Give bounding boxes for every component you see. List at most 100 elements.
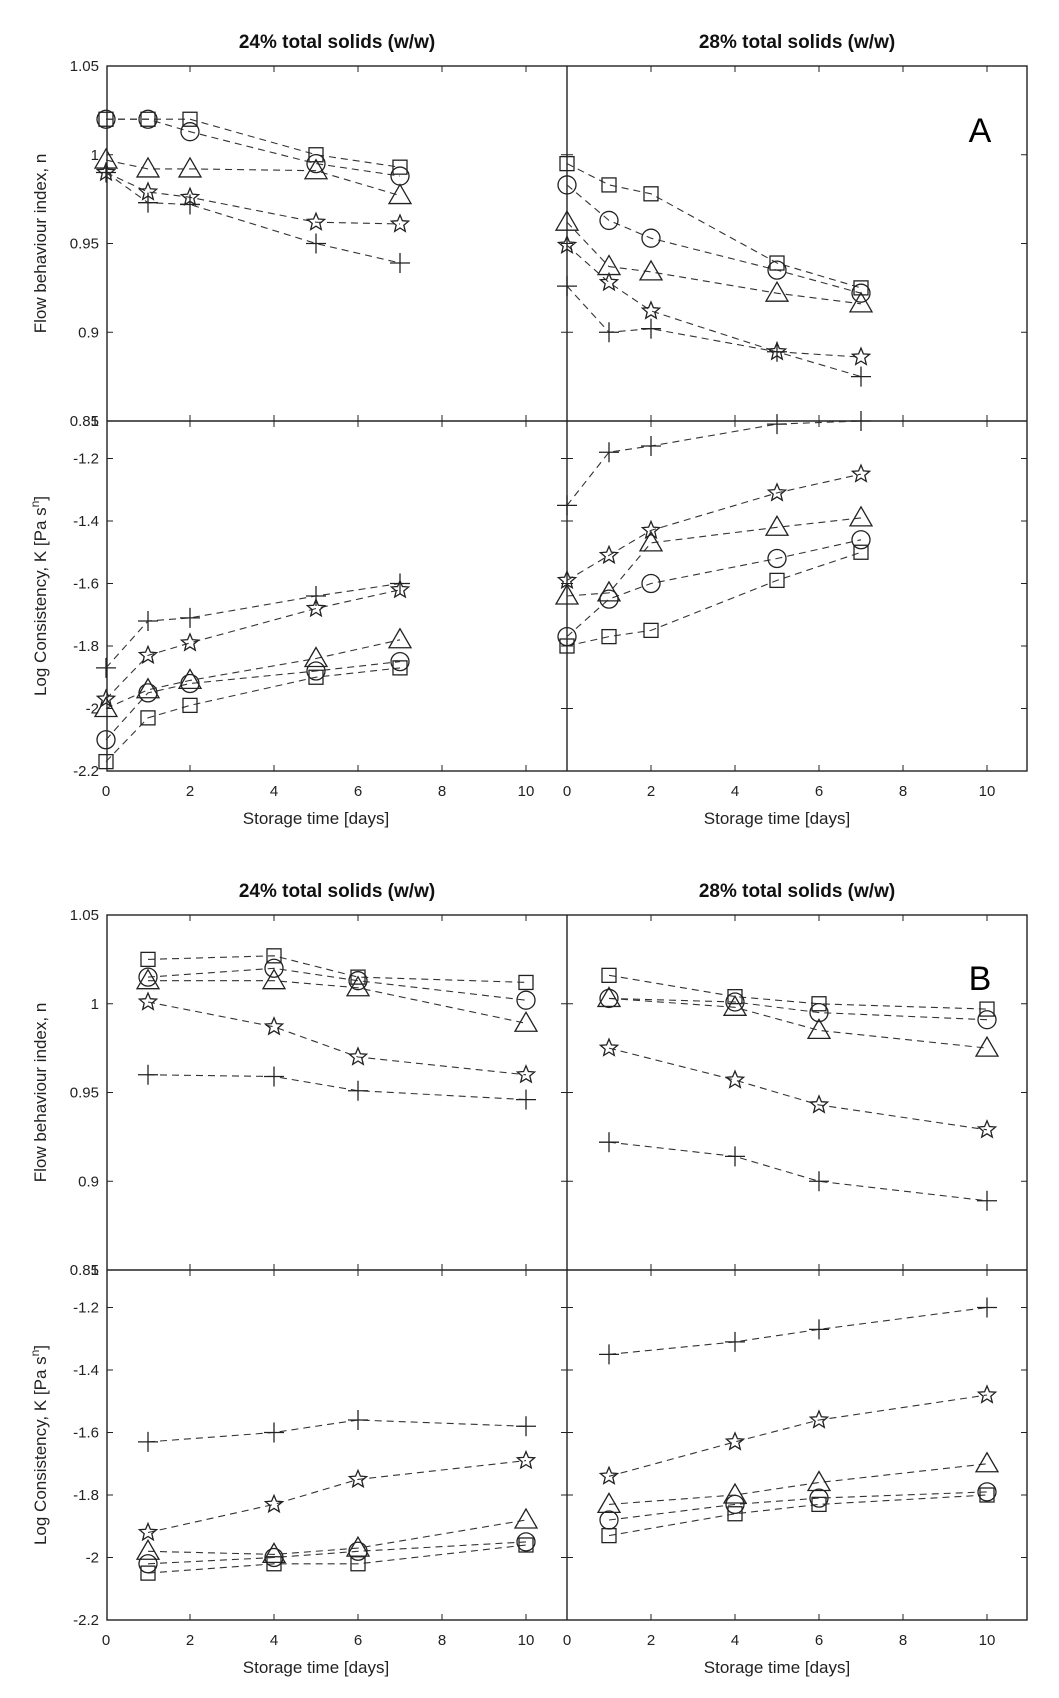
y-tick-label-k: -1.2 — [73, 1300, 99, 1317]
marker-circle — [599, 210, 619, 231]
marker-triangle — [177, 668, 203, 690]
series-line-square — [566, 551, 862, 647]
series-line-triangle — [608, 1463, 988, 1505]
marker-star — [515, 1449, 537, 1470]
series-line-square — [147, 955, 527, 983]
series-line-star — [147, 1001, 527, 1076]
marker-circle — [180, 122, 200, 142]
series-line-circle — [566, 184, 862, 294]
marker-triangle — [764, 514, 790, 536]
y-axis-label-k-sup: n — [28, 501, 42, 508]
marker-circle — [306, 661, 326, 681]
subplot-b-k-left — [135, 1410, 539, 1581]
marker-square — [98, 753, 114, 770]
marker-triangle — [638, 259, 664, 281]
y-tick-label-n: 0.9 — [78, 324, 99, 341]
marker-square — [643, 622, 659, 639]
marker-square — [392, 159, 408, 175]
marker-star — [598, 544, 620, 565]
marker-star — [515, 1064, 537, 1084]
panel-a: 24% total solids (w/w) 28% total solids (… — [28, 32, 1028, 828]
subplot-a-n-left — [93, 109, 413, 274]
marker-square — [140, 1565, 156, 1581]
marker-star — [808, 1094, 830, 1114]
marker-square — [140, 951, 156, 968]
y-axis-label-k-close: ] — [31, 496, 50, 501]
marker-circle — [851, 530, 871, 550]
marker-circle — [977, 1010, 997, 1030]
x-tick-label: 4 — [731, 1632, 739, 1649]
marker-circle — [557, 175, 577, 195]
panel-b: 24% total solids (w/w) 28% total solids (… — [28, 881, 1028, 1677]
series-line-triangle — [566, 221, 862, 305]
marker-square — [140, 111, 156, 127]
marker-square — [182, 697, 198, 714]
x-tick-label: 0 — [102, 1632, 110, 1649]
y-tick-label-k: -1.4 — [73, 513, 99, 530]
marker-triangle — [303, 646, 329, 668]
y-tick-label-k: -2.2 — [73, 763, 99, 780]
marker-triangle — [345, 1535, 371, 1557]
marker-square — [308, 147, 324, 163]
marker-circle — [977, 1482, 997, 1502]
x-tick-label: 8 — [438, 1632, 446, 1649]
marker-circle — [767, 548, 787, 569]
marker-circle — [138, 967, 158, 987]
series-line-plus — [608, 1141, 988, 1202]
series-line-circle — [608, 1491, 988, 1521]
marker-triangle — [513, 1507, 539, 1529]
y-tick-label-k: -2.2 — [73, 1612, 99, 1629]
series-line-star — [105, 172, 401, 225]
marker-triangle — [261, 968, 287, 990]
marker-circle — [809, 1002, 829, 1023]
series-line-circle — [147, 1541, 527, 1565]
x-tick-label: 6 — [815, 1632, 823, 1649]
y-tick-label-k: -1.8 — [73, 1487, 99, 1504]
marker-triangle — [387, 183, 413, 205]
marker-star — [724, 1069, 746, 1089]
marker-triangle — [135, 156, 161, 178]
marker-circle — [306, 153, 326, 174]
marker-star — [850, 346, 872, 366]
marker-square — [392, 660, 408, 676]
marker-triangle — [554, 583, 580, 605]
x-tick-label: 2 — [186, 783, 194, 800]
y-tick-label-n: 0.85 — [70, 413, 99, 430]
marker-square — [601, 1527, 617, 1544]
marker-star — [137, 991, 159, 1011]
marker-circle — [348, 971, 368, 991]
y-tick-label-k: -2 — [86, 701, 99, 718]
x-tick-label: 8 — [899, 1632, 907, 1649]
y-axis-label-k-sup: n — [28, 1350, 42, 1357]
x-axis-label: Storage time [days] — [243, 809, 389, 828]
series-line-triangle — [148, 980, 527, 1024]
x-tick-label: 6 — [815, 783, 823, 800]
marker-star — [556, 234, 578, 254]
marker-square — [769, 572, 785, 589]
marker-star — [389, 579, 411, 599]
marker-circle — [138, 1554, 158, 1574]
x-tick-label: 4 — [731, 783, 739, 800]
x-axis-label: Storage time [days] — [704, 809, 850, 828]
marker-star — [95, 688, 117, 708]
x-axis-label: Storage time [days] — [704, 1658, 850, 1677]
marker-circle — [851, 283, 871, 303]
y-axis-label-k: Log Consistency, K [Pa sn] — [28, 1345, 50, 1545]
marker-star — [598, 271, 620, 292]
marker-circle — [96, 730, 116, 750]
x-tick-label: 2 — [647, 783, 655, 800]
series-line-plus — [566, 285, 862, 378]
y-tick-label-n: 0.95 — [70, 236, 99, 253]
marker-square — [140, 710, 156, 726]
y-tick-label-k: -1.4 — [73, 1362, 99, 1379]
marker-circle — [138, 109, 158, 129]
marker-circle — [641, 228, 661, 248]
marker-circle — [599, 1510, 619, 1530]
y-axis-label-n: Flow behaviour index, n — [31, 1003, 50, 1183]
marker-circle — [557, 626, 577, 647]
series-line-plus — [105, 172, 401, 264]
marker-triangle — [345, 975, 371, 997]
marker-circle — [599, 589, 619, 609]
subplot-a-k-right — [554, 411, 874, 654]
